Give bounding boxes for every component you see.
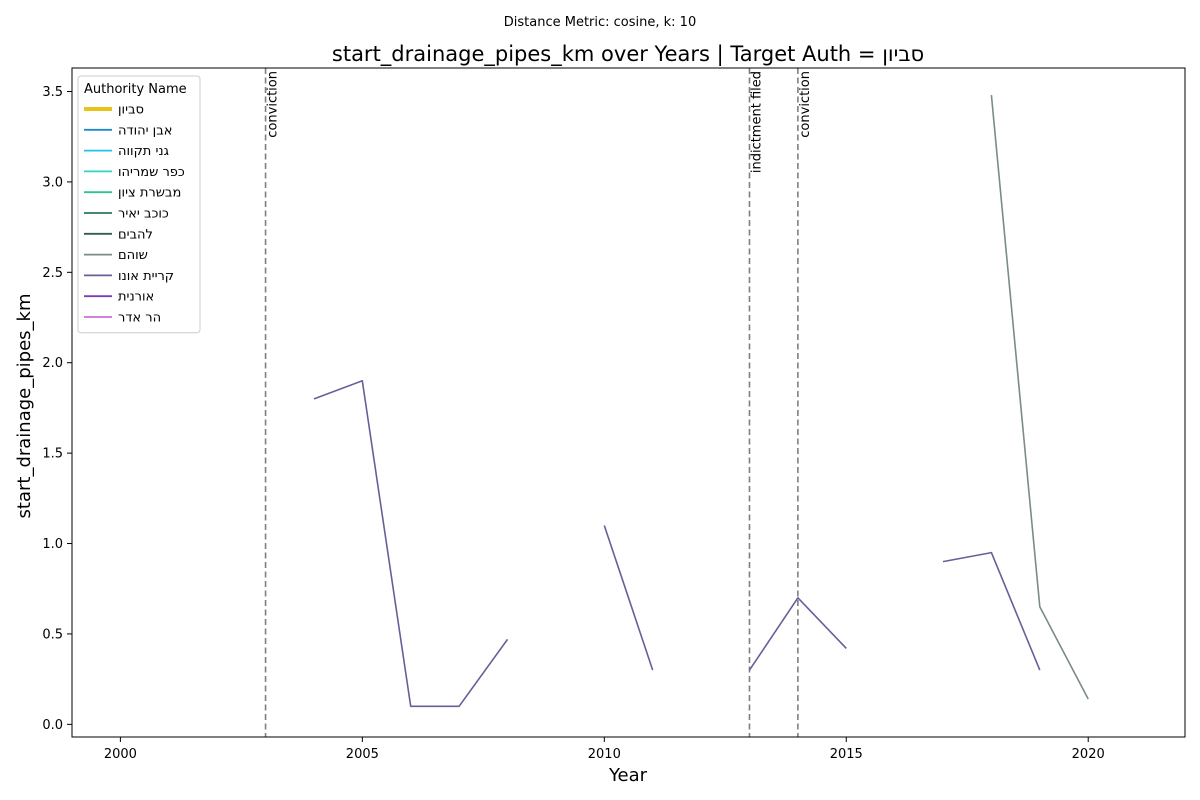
event-label: conviction: [266, 71, 281, 138]
y-tick-label: 3.0: [42, 175, 63, 190]
x-tick-label: 2010: [588, 747, 621, 762]
series-line: [942, 551, 1041, 671]
legend-entry: שוהם: [118, 248, 148, 263]
legend-entry: אורנית: [118, 290, 154, 305]
legend-entry: הר אדר: [118, 311, 161, 326]
legend-entry: כוכב יאיר: [118, 207, 169, 222]
plot-area: 2000 2005 2010 2015 2020 0.0 0.5 1.0 1.5 2.0 2.5 3.…: [42, 68, 1105, 762]
x-tick-label: 2020: [1072, 747, 1105, 762]
y-tick-label: 3.5: [42, 85, 63, 100]
chart-suptitle: Distance Metric: cosine, k: 10: [504, 15, 696, 30]
legend-title: Authority Name: [84, 82, 187, 97]
y-tick-label: 0.0: [42, 718, 63, 733]
legend-entry: אבן יהודה: [118, 123, 172, 138]
legend-entry: קריית אונו: [118, 269, 174, 284]
x-tick-label: 2005: [346, 747, 379, 762]
x-axis-label: Year: [608, 765, 648, 786]
series-line: [748, 596, 847, 671]
y-tick-label: 1.0: [42, 537, 63, 552]
event-label: indictment filed: [749, 71, 764, 173]
y-tick-label: 0.5: [42, 627, 63, 642]
x-tick-label: 2015: [830, 747, 863, 762]
legend-entry: כפר שמריהו: [118, 165, 185, 180]
y-tick-label: 2.5: [42, 266, 63, 281]
chart-title: start_drainage_pipes_km over Years | Tar…: [332, 42, 924, 67]
event-label: conviction: [798, 71, 813, 138]
y-tick-label: 1.5: [42, 447, 63, 462]
y-axis-label: start_drainage_pipes_km: [14, 294, 35, 519]
plot-frame: [71, 67, 1186, 738]
series-line: [990, 95, 1089, 700]
legend-entry: מבשרת ציון: [118, 186, 181, 201]
y-tick-label: 2.0: [42, 356, 63, 371]
series-line: [603, 525, 654, 671]
legend-entry: סביון: [118, 103, 144, 118]
x-tick-label: 2000: [104, 747, 137, 762]
legend-box: [77, 75, 201, 334]
legend-entry: להבים: [118, 227, 153, 242]
legend: Authority Name סביון אבן יהודה גני תקווה כפר…: [77, 75, 201, 334]
legend-entry: גני תקווה: [118, 144, 169, 159]
series-line: [313, 379, 509, 708]
